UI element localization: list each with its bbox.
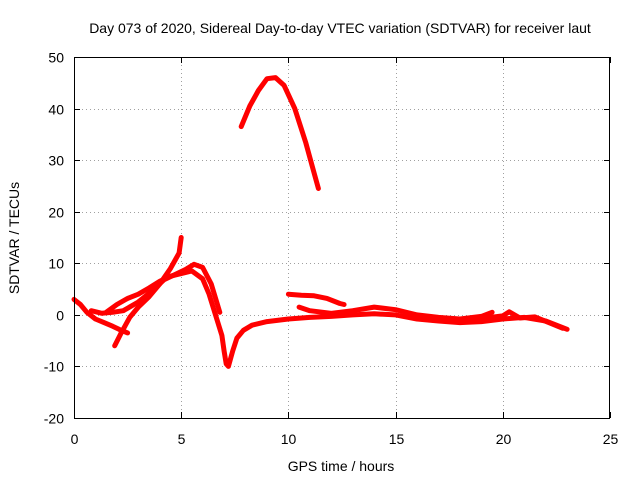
y-tick-label: -10 [44,359,64,375]
y-tick-label: 10 [48,256,64,272]
series-sat-f [285,291,347,307]
plot-frame [74,57,610,419]
x-tick-label: 5 [178,431,186,447]
x-tick-label: 0 [71,431,79,447]
series-sat-c [112,235,184,349]
series-sat-e [238,75,321,191]
x-axis-label: GPS time / hours [288,458,395,474]
x-tick-label: 20 [496,431,512,447]
y-tick-label: 30 [48,153,64,169]
grid [74,57,610,418]
x-tick-label: 10 [281,431,297,447]
series-layer [71,75,570,369]
series-sat-d [88,261,223,316]
series-sat-a [71,296,131,336]
y-axis-label: SDTVAR / TECUs [6,182,22,294]
axis-ticks: 0 5 10 15 20 25 -20 -10 0 10 20 30 40 50 [44,50,619,448]
y-tick-label: -20 [44,411,64,427]
chart-title: Day 073 of 2020, Sidereal Day-to-day VTE… [89,20,591,36]
series-sat-h [468,309,566,331]
y-tick-label: 40 [48,102,64,118]
y-tick-label: 50 [48,50,64,66]
series-sat-g [296,304,495,322]
x-tick-label: 15 [389,431,405,447]
x-tick-label: 25 [603,431,619,447]
y-tick-label: 20 [48,205,64,221]
y-tick-label: 0 [56,308,64,324]
